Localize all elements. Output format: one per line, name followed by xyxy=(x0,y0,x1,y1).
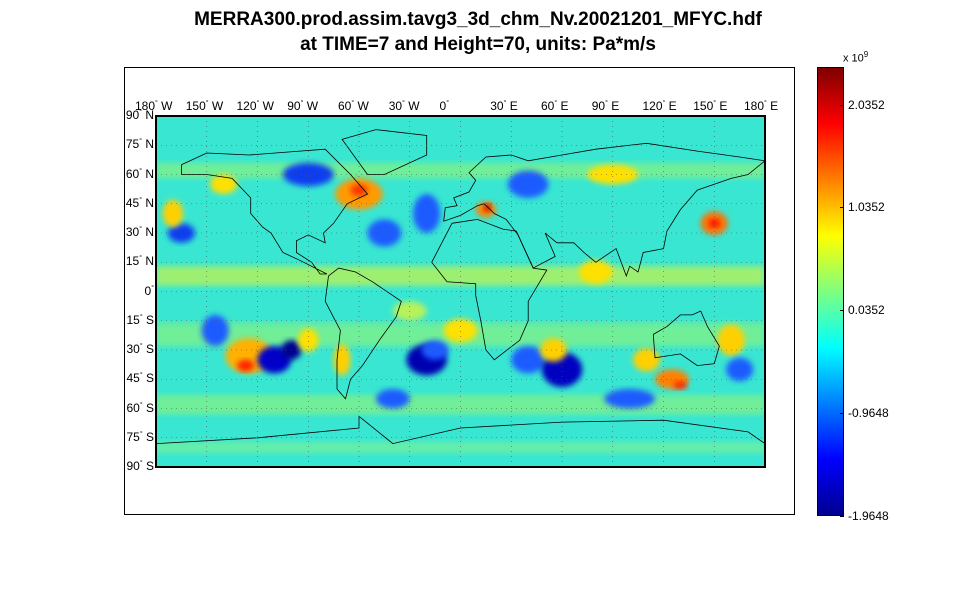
field-blob xyxy=(367,219,402,247)
field-blob xyxy=(726,357,754,382)
field-blob xyxy=(540,338,568,362)
y-tick-label: 90° N xyxy=(125,108,154,122)
x-tick-label: 60° W xyxy=(338,99,369,113)
x-tick-label: 120° E xyxy=(642,99,677,113)
coastline-layer xyxy=(155,129,766,445)
colorbar-tick xyxy=(840,207,844,209)
y-tick-label: 75° N xyxy=(125,137,154,152)
x-tick-label: 120° W xyxy=(236,99,275,113)
x-tick-label: 60° E xyxy=(541,99,569,113)
x-tick-label: 30° W xyxy=(388,99,420,113)
field-blob xyxy=(237,359,255,372)
y-tick-label: 15° N xyxy=(125,254,154,269)
field-blob xyxy=(162,199,184,228)
field-blob xyxy=(443,318,478,343)
field-blob xyxy=(201,314,229,347)
field-blob xyxy=(413,194,441,233)
field-blob xyxy=(210,174,238,194)
colorbar-tick-label: -1.9648 xyxy=(848,509,889,523)
field-blob xyxy=(298,328,319,352)
y-tick-label: 60° N xyxy=(125,166,154,181)
colorbar-tick-label: -0.9648 xyxy=(848,406,889,421)
plot-axes xyxy=(124,67,795,515)
x-tick-label: 180° W xyxy=(135,99,173,113)
y-tick-label: 30° S xyxy=(126,342,154,356)
field-blob xyxy=(333,344,351,376)
colorbar-tick-label: 1.0352 xyxy=(848,200,885,215)
colorbar-tick xyxy=(840,310,844,312)
colorbar xyxy=(817,67,844,516)
colorbar-exponent: x 109 xyxy=(843,50,869,65)
field-blob xyxy=(578,260,613,284)
y-tick-label: 60° S xyxy=(126,400,154,415)
x-tick-label: 0° xyxy=(439,99,450,113)
colorbar-tick xyxy=(840,516,844,517)
field-band-4 xyxy=(156,441,765,454)
x-tick-label: 90° W xyxy=(287,99,319,113)
chart-title: MERRA300.prod.assim.tavg3_3d_chm_Nv.2002… xyxy=(194,9,762,30)
y-tick-label: 0° xyxy=(144,283,155,298)
field-blob xyxy=(350,184,368,196)
y-tick-label: 45° S xyxy=(126,371,154,386)
field-blob xyxy=(282,162,334,187)
x-tick-label: 150° W xyxy=(185,99,224,113)
field-blob xyxy=(511,346,546,374)
field-blob xyxy=(709,219,720,228)
colorbar-tick-label: 2.0352 xyxy=(848,97,885,112)
y-tick-label: 75° S xyxy=(126,429,154,444)
field-blob xyxy=(673,381,688,389)
map-frame xyxy=(155,115,766,468)
coastline-1 xyxy=(324,267,402,400)
x-tick-label: 30° E xyxy=(490,99,518,113)
x-tick-label: 150° E xyxy=(693,99,728,113)
colorbar-tick xyxy=(840,104,844,106)
grid-layer xyxy=(156,116,765,467)
coastline-3 xyxy=(431,218,548,361)
field-blob xyxy=(421,340,449,360)
field-blob xyxy=(587,164,639,185)
colorbar-tick-label: 0.0352 xyxy=(848,303,885,318)
coastline-5 xyxy=(341,129,428,175)
x-tick-label: 180° E xyxy=(744,99,779,113)
chart-subtitle: at TIME=7 and Height=70, units: Pa*m/s xyxy=(300,34,656,55)
coastline-4 xyxy=(652,310,720,367)
colorbar-tick xyxy=(840,413,844,415)
coastline-6 xyxy=(155,415,766,445)
field-blob xyxy=(604,389,656,409)
y-tick-label: 90° S xyxy=(126,459,154,473)
field-blob xyxy=(507,170,549,198)
x-tick-label: 90° E xyxy=(591,99,620,113)
map-plot xyxy=(155,115,766,468)
y-tick-label: 45° N xyxy=(125,195,154,210)
field-blob xyxy=(375,389,410,409)
field-blob xyxy=(633,348,661,372)
y-tick-label: 30° N xyxy=(125,225,154,239)
y-tick-label: 15° S xyxy=(126,312,154,327)
field-blob xyxy=(717,324,745,356)
coastline-0 xyxy=(181,148,369,275)
